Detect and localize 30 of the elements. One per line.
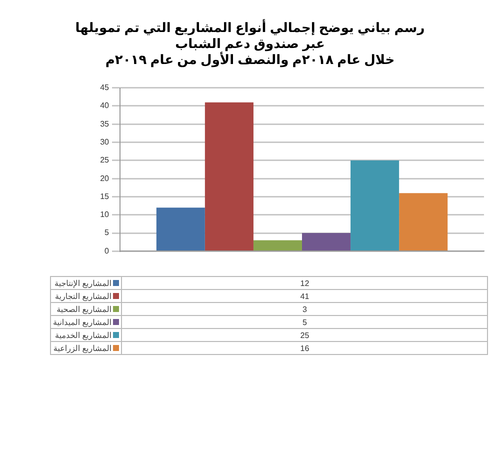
legend-label: المشاريع الإنتاجية <box>54 278 112 288</box>
y-tick-label: 10 <box>100 210 110 220</box>
chart-subtitle: خلال عام ٢٠١٨م والنصف الأول من عام ٢٠١٩م <box>104 52 396 68</box>
text: 3 <box>122 302 488 316</box>
bar <box>204 102 254 250</box>
y-tick-label: 15 <box>100 192 110 201</box>
bar <box>302 233 351 250</box>
y-tick-label: 0 <box>104 246 110 256</box>
y-tick-label: 20 <box>100 174 110 183</box>
y-tick-label: 5 <box>104 228 110 238</box>
text: 25 <box>122 328 488 342</box>
text: 41 <box>122 290 488 302</box>
legend-label: المشاريع الزراعية <box>53 344 120 352</box>
y-tick-label: 25 <box>100 156 110 165</box>
chart-title: رسم بياني يوضح إجمالي أنواع المشاريع التي تم تمويلها عبر صندوق دعم الشباب <box>74 20 426 52</box>
bar <box>399 193 448 250</box>
text: 16 <box>122 342 488 354</box>
y-tick-label: 35 <box>100 119 110 128</box>
y-tick-label: 30 <box>100 137 110 146</box>
bar <box>350 160 400 250</box>
legend-label: المشاريع الخدمية <box>55 330 112 340</box>
legend-label: المشاريع الصحية <box>56 304 112 314</box>
legend-label: المشاريع الميدانية <box>53 318 120 326</box>
y-tick-label: 45 <box>100 83 110 92</box>
y-tick-label: 40 <box>100 101 110 110</box>
legend-label: المشاريع التجارية <box>55 292 112 300</box>
bar <box>156 208 205 250</box>
text: 12 <box>122 276 488 290</box>
text: 5 <box>122 316 488 328</box>
bar <box>253 240 302 250</box>
